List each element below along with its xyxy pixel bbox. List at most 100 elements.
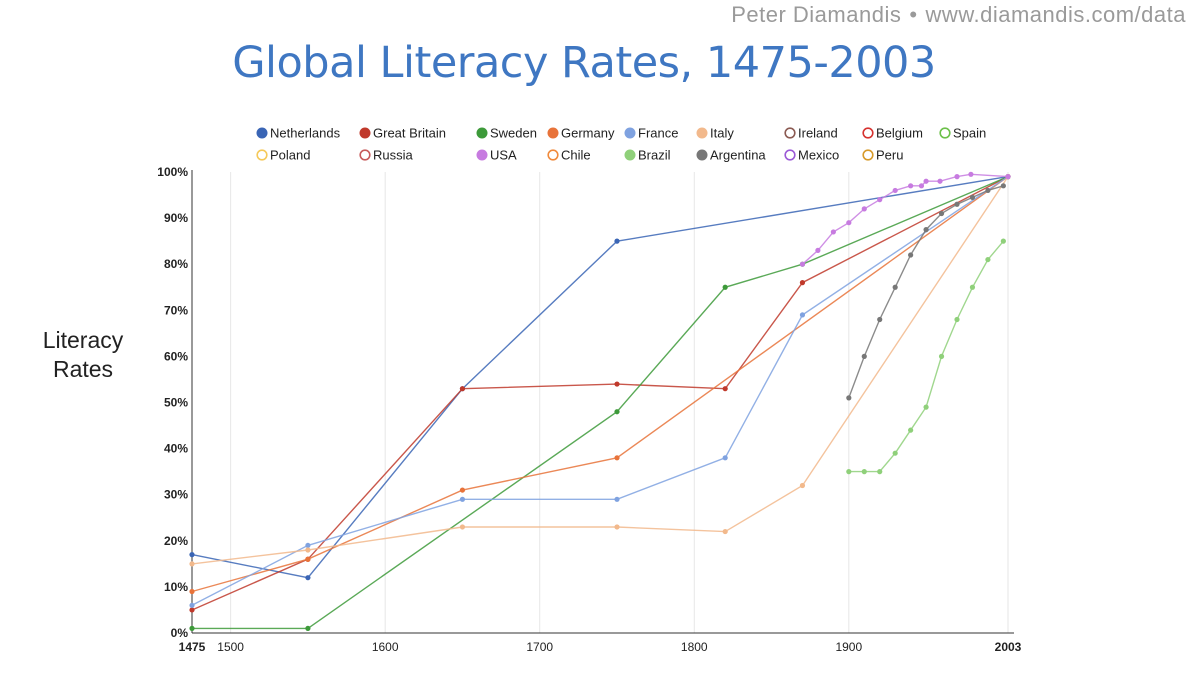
credit-author: Peter Diamandis <box>731 2 902 27</box>
series-line-usa <box>802 173 1009 265</box>
legend-marker-argentina <box>696 149 708 161</box>
data-point-france-3 <box>614 496 620 502</box>
source-credit: Peter Diamandis • www.diamandis.com/data <box>731 2 1186 28</box>
data-point-brazil-0 <box>846 469 852 475</box>
data-point-usa-7 <box>908 183 914 189</box>
data-point-italy-4 <box>722 528 728 535</box>
data-point-netherlands-0 <box>189 552 195 558</box>
legend-marker-italy <box>696 127 708 139</box>
legend-label-usa: USA <box>490 148 517 163</box>
data-point-usa-8 <box>918 183 925 189</box>
legend-marker-brazil <box>624 149 636 161</box>
data-point-argentina-4 <box>908 252 914 258</box>
y-tick-10: 10% <box>164 580 188 594</box>
legend-item-argentina: Argentina <box>696 148 766 163</box>
legend-label-brazil: Brazil <box>638 148 671 163</box>
data-point-argentina-10 <box>1000 183 1006 189</box>
legend-label-poland: Poland <box>270 148 310 163</box>
y-tick-80: 80% <box>164 257 188 271</box>
data-point-sweden-1 <box>305 625 311 631</box>
credit-url[interactable]: www.diamandis.com/data <box>925 2 1186 27</box>
data-point-argentina-5 <box>923 227 929 233</box>
data-point-sweden-3 <box>722 284 728 290</box>
y-tick-70: 70% <box>164 303 188 317</box>
legend-label-italy: Italy <box>710 126 734 141</box>
x-tick-1700: 1700 <box>526 640 553 654</box>
legend-item-usa: USA <box>476 148 517 163</box>
series-line-netherlands <box>191 175 1009 579</box>
data-point-usa-11 <box>954 174 960 180</box>
legend: Netherlands Great Britain Sweden Germany Fra… <box>256 126 986 163</box>
data-point-brazil-5 <box>923 404 929 410</box>
data-point-italy-0 <box>189 561 195 567</box>
data-point-great-britain-3 <box>614 381 620 387</box>
data-point-germany-3 <box>614 455 620 461</box>
y-tick-30: 30% <box>164 488 188 502</box>
legend-marker-belgium <box>862 127 874 139</box>
data-point-usa-9 <box>923 178 929 184</box>
legend-item-peru: Peru <box>862 148 903 163</box>
data-point-brazil-9 <box>985 256 991 263</box>
data-point-germany-1 <box>305 556 311 562</box>
legend-label-spain: Spain <box>953 126 986 141</box>
data-point-argentina-6 <box>938 210 945 217</box>
data-point-usa-2 <box>830 229 836 235</box>
legend-item-russia: Russia <box>359 148 414 163</box>
data-point-brazil-4 <box>908 427 914 433</box>
data-point-argentina-9 <box>985 187 991 194</box>
legend-item-ireland: Ireland <box>784 126 838 141</box>
data-point-usa-10 <box>937 178 943 184</box>
legend-label-sweden: Sweden <box>490 126 537 141</box>
y-tick-0: 0% <box>171 626 189 640</box>
data-point-germany-0 <box>189 588 195 595</box>
data-point-netherlands-1 <box>305 575 311 581</box>
legend-marker-ireland <box>784 127 796 139</box>
legend-item-netherlands: Netherlands <box>256 126 341 141</box>
legend-marker-mexico <box>784 149 796 161</box>
series-line-sweden <box>192 175 1009 630</box>
legend-item-poland: Poland <box>256 148 310 163</box>
legend-marker-poland <box>256 149 268 161</box>
data-point-usa-5 <box>877 197 883 203</box>
legend-item-chile: Chile <box>547 148 591 163</box>
data-point-brazil-1 <box>861 469 867 475</box>
legend-marker-usa <box>476 149 488 161</box>
data-point-great-britain-4 <box>722 386 728 392</box>
data-point-france-4 <box>722 455 728 461</box>
data-point-italy-3 <box>614 524 620 530</box>
x-tick-2003: 2003 <box>995 640 1022 654</box>
y-axis-label-line-1: Literacy <box>42 327 124 353</box>
legend-label-mexico: Mexico <box>798 148 839 163</box>
data-point-brazil-3 <box>892 450 898 456</box>
legend-item-great-britain: Great Britain <box>359 126 446 141</box>
data-point-argentina-8 <box>969 194 976 200</box>
x-tick-1500: 1500 <box>217 640 244 654</box>
legend-marker-netherlands <box>256 127 268 139</box>
data-point-brazil-7 <box>954 316 960 323</box>
legend-item-france: France <box>624 126 678 141</box>
data-point-argentina-3 <box>892 284 898 290</box>
legend-marker-peru <box>862 149 874 161</box>
data-point-usa-1 <box>815 247 821 253</box>
legend-item-spain: Spain <box>939 126 986 141</box>
legend-label-argentina: Argentina <box>710 148 766 163</box>
x-tick-labels: 1475 1500 1600 1700 1800 1900 2003 <box>179 640 1022 654</box>
legend-label-great-britain: Great Britain <box>373 126 446 141</box>
y-axis-label: Literacy Rates <box>20 326 146 384</box>
legend-item-germany: Germany <box>547 126 615 141</box>
data-point-italy-2 <box>459 524 466 530</box>
legend-item-belgium: Belgium <box>862 126 923 141</box>
legend-marker-chile <box>547 149 559 161</box>
legend-marker-russia <box>359 149 371 161</box>
data-point-great-britain-0 <box>189 607 195 613</box>
data-point-usa-13 <box>1005 174 1011 180</box>
series-line-italy <box>191 176 1009 565</box>
data-point-brazil-8 <box>969 284 976 290</box>
data-point-france-2 <box>459 496 466 502</box>
data-point-sweden-0 <box>189 625 195 631</box>
data-point-france-5 <box>799 312 806 318</box>
y-tick-60: 60% <box>164 349 188 363</box>
series-group <box>189 171 1011 631</box>
y-tick-50: 50% <box>164 396 188 410</box>
